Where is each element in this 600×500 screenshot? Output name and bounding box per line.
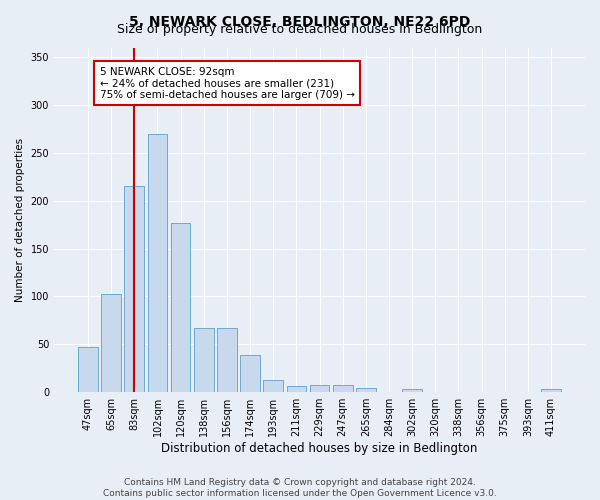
Bar [217,328,237,392]
Bar [101,294,121,392]
Bar [171,222,190,392]
Bar [240,355,260,392]
Bar [287,386,306,392]
Bar [78,347,98,392]
Bar [124,186,144,392]
Bar [333,384,353,392]
Text: Size of property relative to detached houses in Bedlington: Size of property relative to detached ho… [118,22,482,36]
Text: Contains HM Land Registry data © Crown copyright and database right 2024.
Contai: Contains HM Land Registry data © Crown c… [103,478,497,498]
Bar [263,380,283,392]
Bar [541,390,561,392]
Bar [310,384,329,392]
Text: 5 NEWARK CLOSE: 92sqm
← 24% of detached houses are smaller (231)
75% of semi-det: 5 NEWARK CLOSE: 92sqm ← 24% of detached … [100,66,355,100]
Bar [194,328,214,392]
Bar [148,134,167,392]
Text: 5, NEWARK CLOSE, BEDLINGTON, NE22 6PD: 5, NEWARK CLOSE, BEDLINGTON, NE22 6PD [130,15,470,29]
Bar [402,390,422,392]
Y-axis label: Number of detached properties: Number of detached properties [15,138,25,302]
Bar [356,388,376,392]
X-axis label: Distribution of detached houses by size in Bedlington: Distribution of detached houses by size … [161,442,478,455]
